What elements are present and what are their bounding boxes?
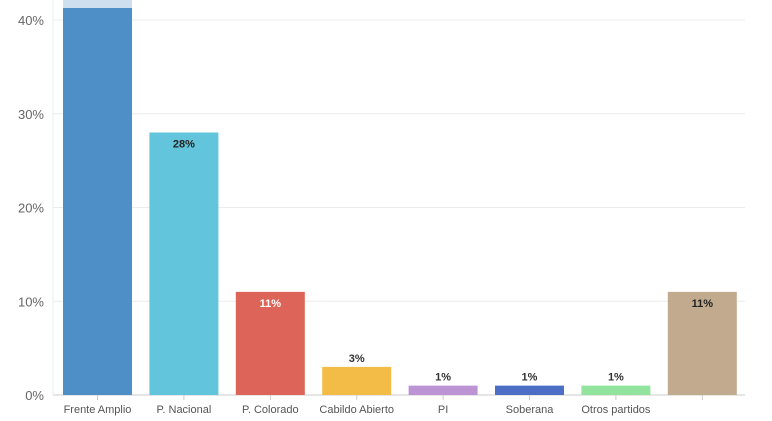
- x-tick-label: Frente Amplio: [64, 404, 132, 416]
- data-label: 1%: [522, 372, 538, 384]
- x-tick-label: P. Nacional: [156, 404, 211, 416]
- x-axis-labels: Frente Amplio P. Nacional P. Colorado Cabil…: [64, 395, 703, 416]
- bars: [63, 0, 737, 395]
- bar-other[interactable]: [667, 291, 737, 395]
- y-tick-label: 20%: [18, 201, 44, 216]
- y-tick-label: 30%: [18, 107, 44, 122]
- y-tick-label: 40%: [18, 13, 44, 28]
- x-tick-label: Otros partidos: [581, 404, 651, 416]
- bar-p-colorado[interactable]: [235, 291, 305, 395]
- y-tick-label: 0%: [25, 388, 44, 403]
- bar-p-nacional[interactable]: [149, 132, 219, 396]
- data-label: 1%: [435, 372, 451, 384]
- bar-overflow-indicator: [63, 0, 132, 8]
- y-tick-label: 10%: [18, 294, 44, 309]
- data-label: 1%: [608, 372, 624, 384]
- bar-pi[interactable]: [408, 385, 478, 395]
- bar-soberana[interactable]: [495, 385, 564, 395]
- data-label: 11%: [260, 298, 282, 310]
- x-tick-label: PI: [438, 404, 448, 416]
- x-tick-label: P. Colorado: [242, 404, 299, 416]
- bar-frente-amplio[interactable]: [63, 0, 132, 395]
- data-labels: 28% 11% 3% 1% 1% 1% 11%: [173, 139, 713, 384]
- data-label: 28%: [173, 139, 195, 151]
- bar-cabildo-abierto[interactable]: [322, 366, 392, 395]
- data-label: 3%: [349, 353, 365, 365]
- x-tick-label: Soberana: [506, 404, 555, 416]
- y-axis-ticks: 0% 10% 20% 30% 40%: [18, 13, 44, 403]
- x-tick-label: Cabildo Abierto: [319, 404, 394, 416]
- data-label: 11%: [692, 298, 714, 310]
- bar-otros-partidos[interactable]: [581, 385, 651, 395]
